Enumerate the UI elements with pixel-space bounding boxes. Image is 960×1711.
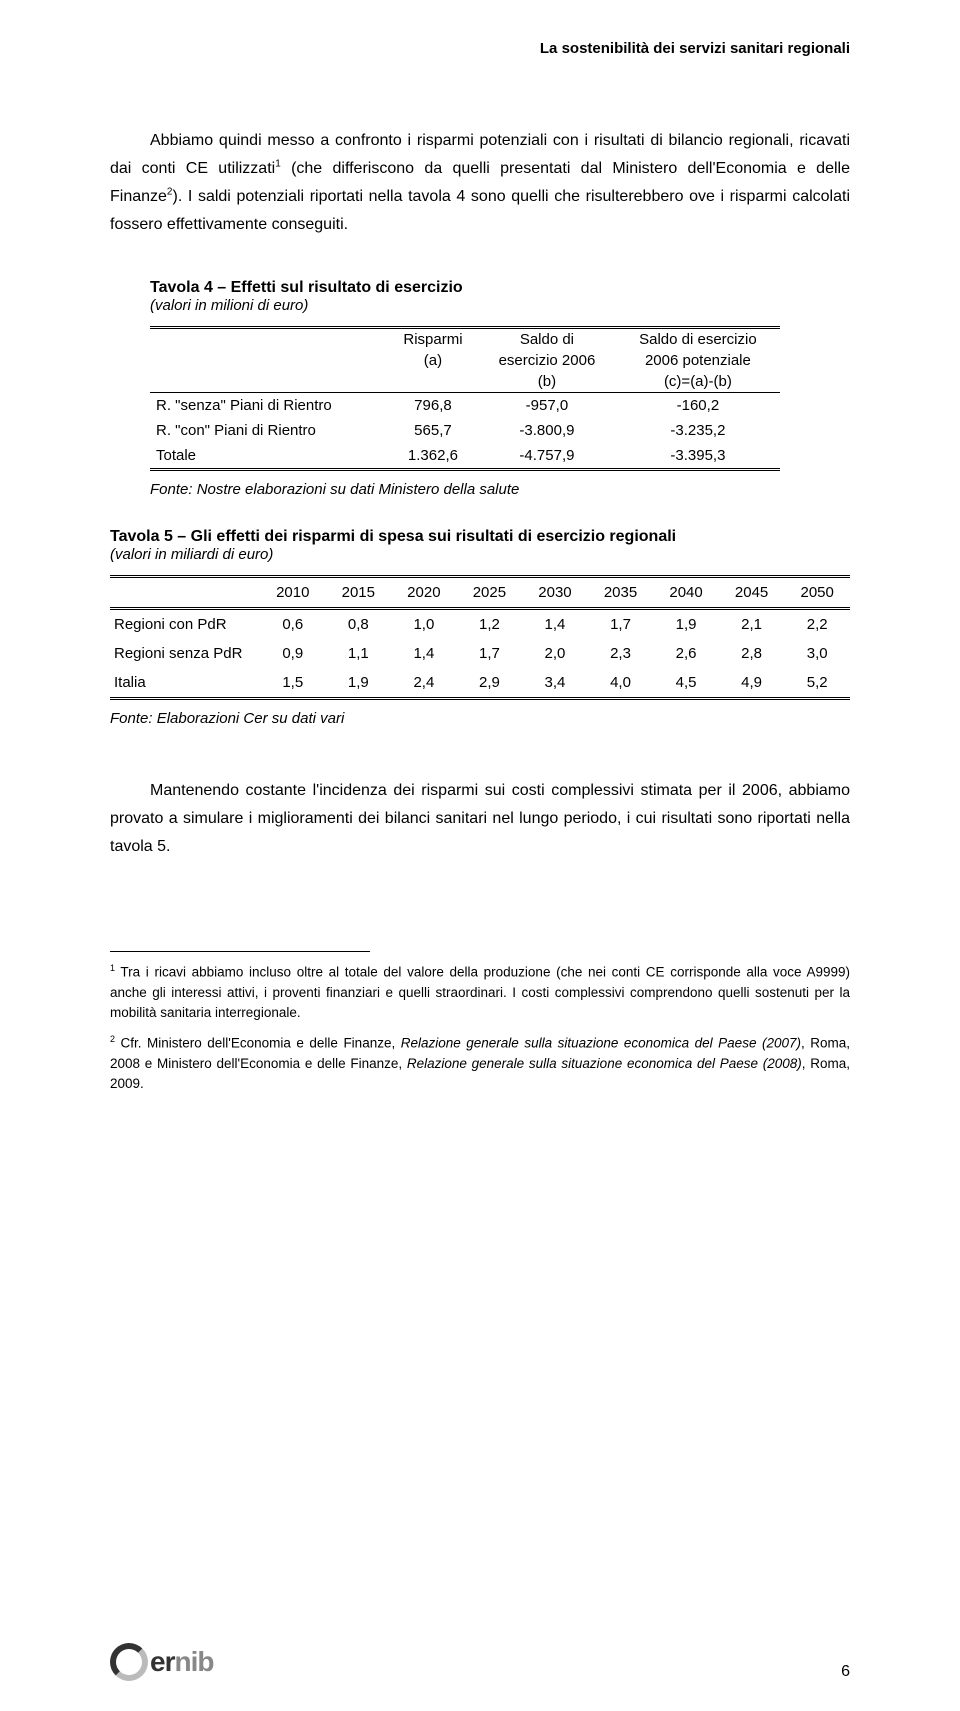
table-row: Italia 1,5 1,9 2,4 2,9 3,4 4,0 4,5 4,9 5…	[110, 668, 850, 699]
t4-r2-c: -3.395,3	[616, 443, 780, 470]
fn1-text: Tra i ricavi abbiamo incluso oltre al to…	[110, 965, 850, 1021]
t5-r2-0: 1,5	[260, 668, 326, 699]
t5-r2-1: 1,9	[326, 668, 392, 699]
table4-title: Tavola 4 – Effetti sul risultato di eser…	[150, 279, 780, 297]
t4-r0-b: -957,0	[478, 393, 616, 419]
t5-r2-l: Italia	[110, 668, 260, 699]
table-row: Regioni senza PdR 0,9 1,1 1,4 1,7 2,0 2,…	[110, 639, 850, 668]
t4-h2-c2: esercizio 2006	[478, 350, 616, 371]
t4-r2-b: -4.757,9	[478, 443, 616, 470]
logo-nib: nib	[174, 1646, 213, 1677]
t4-r1-b: -3.800,9	[478, 418, 616, 443]
t4-r0-c: -160,2	[616, 393, 780, 419]
t5-r1-4: 2,0	[522, 639, 588, 668]
fn2-d: Relazione generale sulla situazione econ…	[407, 1056, 802, 1071]
t4-r0-a: 796,8	[388, 393, 478, 419]
footnote-2: 2 Cfr. Ministero dell'Economia e delle F…	[110, 1033, 850, 1094]
page-header: La sostenibilità dei servizi sanitari re…	[110, 40, 850, 57]
t5-r1-8: 3,0	[784, 639, 850, 668]
t4-r2-a: 1.362,6	[388, 443, 478, 470]
p1-c: ). I saldi potenziali riportati nella ta…	[110, 188, 850, 233]
footnote-1: 1 Tra i ricavi abbiamo incluso oltre al …	[110, 962, 850, 1023]
t4-h1-c2: Saldo di	[478, 328, 616, 351]
fn2-a: Cfr. Ministero dell'Economia e delle Fin…	[115, 1036, 401, 1051]
t5-r1-l: Regioni senza PdR	[110, 639, 260, 668]
t5-r1-2: 1,4	[391, 639, 457, 668]
t5-r0-2: 1,0	[391, 609, 457, 640]
t5-r1-5: 2,3	[588, 639, 654, 668]
fn2-b: Relazione generale sulla situazione econ…	[401, 1036, 801, 1051]
t4-h2-c1: (a)	[388, 350, 478, 371]
t5-y0: 2010	[260, 577, 326, 609]
t4-r1-c: -3.235,2	[616, 418, 780, 443]
logo-er: er	[150, 1646, 174, 1677]
paragraph-2: Mantenendo costante l'incidenza dei risp…	[110, 777, 850, 861]
logo: ernib	[110, 1643, 213, 1681]
t5-r2-6: 4,5	[653, 668, 719, 699]
t5-r0-7: 2,1	[719, 609, 785, 640]
table-row: Regioni con PdR 0,6 0,8 1,0 1,2 1,4 1,7 …	[110, 609, 850, 640]
t5-r1-7: 2,8	[719, 639, 785, 668]
t5-r0-l: Regioni con PdR	[110, 609, 260, 640]
t5-r1-0: 0,9	[260, 639, 326, 668]
table5-title: Tavola 5 – Gli effetti dei risparmi di s…	[110, 528, 850, 546]
t4-r1-l: R. "con" Piani di Rientro	[150, 418, 388, 443]
t5-y3: 2025	[457, 577, 523, 609]
paragraph-1: Abbiamo quindi messo a confronto i rispa…	[110, 127, 850, 239]
t5-y6: 2040	[653, 577, 719, 609]
t4-r1-a: 565,7	[388, 418, 478, 443]
t5-y7: 2045	[719, 577, 785, 609]
table4: Risparmi Saldo di Saldo di esercizio (a)…	[150, 326, 780, 471]
t5-r2-4: 3,4	[522, 668, 588, 699]
t5-r0-0: 0,6	[260, 609, 326, 640]
t5-y5: 2035	[588, 577, 654, 609]
table5: 2010 2015 2020 2025 2030 2035 2040 2045 …	[110, 575, 850, 700]
t4-h3-c3: (c)=(a)-(b)	[616, 371, 780, 393]
table5-header: 2010 2015 2020 2025 2030 2035 2040 2045 …	[110, 577, 850, 609]
t5-r0-3: 1,2	[457, 609, 523, 640]
t5-y2: 2020	[391, 577, 457, 609]
t4-h3-c2: (b)	[478, 371, 616, 393]
t5-r2-5: 4,0	[588, 668, 654, 699]
t5-r0-5: 1,7	[588, 609, 654, 640]
page-number: 6	[841, 1663, 850, 1681]
t5-r2-3: 2,9	[457, 668, 523, 699]
t5-r0-6: 1,9	[653, 609, 719, 640]
t4-r0-l: R. "senza" Piani di Rientro	[150, 393, 388, 419]
t5-r2-8: 5,2	[784, 668, 850, 699]
t4-h2-c3: 2006 potenziale	[616, 350, 780, 371]
t5-r0-8: 2,2	[784, 609, 850, 640]
t5-r0-1: 0,8	[326, 609, 392, 640]
table5-source: Fonte: Elaborazioni Cer su dati vari	[110, 710, 850, 727]
table-row: R. "senza" Piani di Rientro 796,8 -957,0…	[150, 393, 780, 419]
t5-r2-7: 4,9	[719, 668, 785, 699]
table-row: Totale 1.362,6 -4.757,9 -3.395,3	[150, 443, 780, 470]
logo-c-icon	[110, 1643, 148, 1681]
t5-y4: 2030	[522, 577, 588, 609]
table5-subtitle: (valori in miliardi di euro)	[110, 546, 850, 563]
t5-r1-1: 1,1	[326, 639, 392, 668]
table-row: R. "con" Piani di Rientro 565,7 -3.800,9…	[150, 418, 780, 443]
t5-y1: 2015	[326, 577, 392, 609]
t5-r0-4: 1,4	[522, 609, 588, 640]
t4-r2-l: Totale	[150, 443, 388, 470]
table4-source: Fonte: Nostre elaborazioni su dati Minis…	[150, 481, 780, 498]
t5-r1-3: 1,7	[457, 639, 523, 668]
t5-r2-2: 2,4	[391, 668, 457, 699]
table4-subtitle: (valori in milioni di euro)	[150, 297, 780, 314]
t4-h1-c1: Risparmi	[388, 328, 478, 351]
t5-y8: 2050	[784, 577, 850, 609]
t5-r1-6: 2,6	[653, 639, 719, 668]
t4-h1-c3: Saldo di esercizio	[616, 328, 780, 351]
